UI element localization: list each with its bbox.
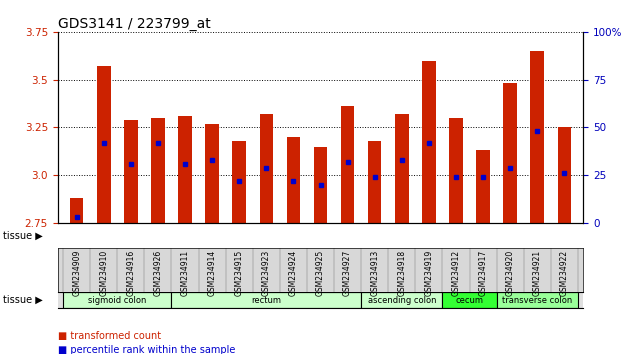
Bar — [361, 292, 442, 308]
Text: GSM234909: GSM234909 — [72, 250, 81, 296]
Text: GSM234921: GSM234921 — [533, 250, 542, 296]
Bar — [260, 114, 273, 223]
Bar — [497, 292, 578, 308]
Bar — [70, 198, 83, 223]
Text: cecum: cecum — [456, 296, 483, 304]
Text: ■ percentile rank within the sample: ■ percentile rank within the sample — [58, 346, 235, 354]
Bar — [395, 114, 408, 223]
Text: sigmoid colon: sigmoid colon — [88, 296, 147, 304]
Text: GSM234926: GSM234926 — [153, 250, 162, 296]
Text: GSM234917: GSM234917 — [479, 250, 488, 296]
Bar — [63, 292, 172, 308]
Text: GSM234916: GSM234916 — [126, 250, 135, 296]
Bar — [172, 292, 361, 308]
Bar — [503, 84, 517, 223]
Bar — [422, 61, 436, 223]
Text: GSM234920: GSM234920 — [506, 250, 515, 296]
Text: tissue ▶: tissue ▶ — [3, 295, 43, 305]
Text: GSM234915: GSM234915 — [235, 250, 244, 296]
Text: GSM234923: GSM234923 — [262, 250, 271, 296]
Text: GSM234919: GSM234919 — [424, 250, 433, 296]
Bar — [287, 137, 300, 223]
Text: GSM234918: GSM234918 — [397, 250, 406, 296]
Text: GSM234913: GSM234913 — [370, 250, 379, 296]
Bar — [205, 124, 219, 223]
Text: GDS3141 / 223799_at: GDS3141 / 223799_at — [58, 17, 210, 31]
Bar — [531, 51, 544, 223]
Text: tissue ▶: tissue ▶ — [3, 230, 43, 240]
Bar — [449, 118, 463, 223]
Text: rectum: rectum — [251, 296, 281, 304]
Text: GSM234912: GSM234912 — [451, 250, 460, 296]
Bar — [368, 141, 381, 223]
Text: GSM234910: GSM234910 — [99, 250, 108, 296]
Text: GSM234914: GSM234914 — [208, 250, 217, 296]
Bar — [233, 141, 246, 223]
Bar — [178, 116, 192, 223]
Bar — [151, 118, 165, 223]
Text: GSM234911: GSM234911 — [181, 250, 190, 296]
Bar — [124, 120, 138, 223]
Text: GSM234927: GSM234927 — [343, 250, 352, 296]
Bar — [558, 127, 571, 223]
Bar — [341, 107, 354, 223]
Text: GSM234924: GSM234924 — [289, 250, 298, 296]
Text: GSM234922: GSM234922 — [560, 250, 569, 296]
Bar — [313, 147, 328, 223]
Bar — [97, 66, 110, 223]
Bar — [442, 292, 497, 308]
Text: ascending colon: ascending colon — [367, 296, 436, 304]
Text: ■ transformed count: ■ transformed count — [58, 331, 161, 341]
Text: transverse colon: transverse colon — [502, 296, 572, 304]
Text: GSM234925: GSM234925 — [316, 250, 325, 296]
Bar — [476, 150, 490, 223]
